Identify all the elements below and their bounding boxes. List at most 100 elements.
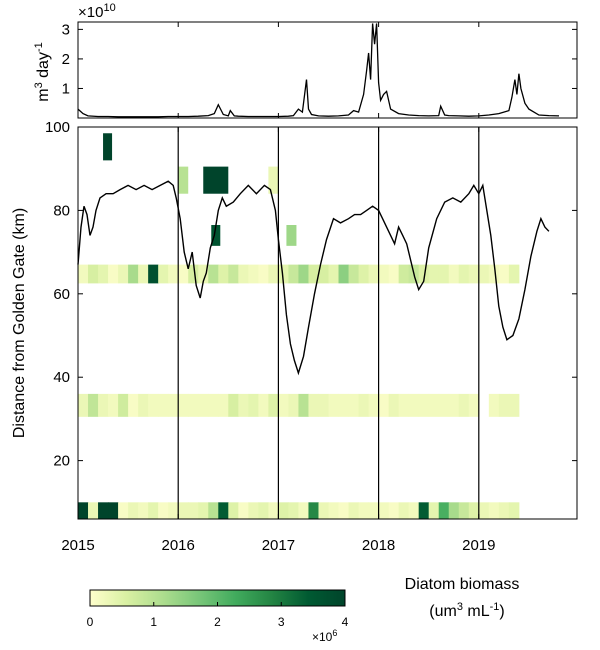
heatmap-cell	[498, 264, 510, 284]
heatmap-cell	[298, 264, 309, 284]
heatmap-cell	[188, 264, 199, 284]
heatmap-cell	[98, 393, 109, 417]
heatmap-cell	[458, 502, 470, 519]
heatmap-cell	[238, 502, 249, 519]
heatmap-cell	[178, 393, 189, 417]
heatmap-cell	[288, 502, 299, 519]
heatmap-cell	[388, 502, 400, 519]
heatmap-cell	[438, 264, 450, 284]
heatmap-cell	[138, 393, 149, 417]
heatmap-cell	[118, 393, 129, 417]
colorbar-tick-label: 2	[214, 615, 221, 629]
heatmap-patch	[178, 166, 189, 194]
main-y-tick-label: 60	[53, 286, 70, 303]
heatmap-patch	[268, 166, 279, 194]
main-x-tick-label: 2018	[362, 537, 395, 554]
heatmap-cell	[228, 393, 239, 417]
heatmap-cell	[228, 502, 239, 519]
heatmap-cell	[418, 393, 430, 417]
heatmap-patch	[286, 225, 297, 246]
colorbar-tick-label: 0	[87, 615, 94, 629]
heatmap-cell	[118, 502, 129, 519]
heatmap-cell	[128, 502, 139, 519]
colorbar-tick-label: 4	[342, 615, 349, 629]
heatmap-cell	[148, 393, 159, 417]
heatmap-cell	[448, 393, 460, 417]
heatmap-cell	[228, 264, 239, 284]
top-y-multiplier: ×1010	[78, 2, 116, 21]
top-series-line	[77, 23, 560, 118]
heatmap-cell	[408, 502, 420, 519]
heatmap-cell	[108, 502, 119, 519]
heatmap-cell	[448, 264, 460, 284]
heatmap-cell	[388, 264, 400, 284]
top-y-tick-label: 3	[62, 21, 70, 38]
heatmap-cell	[398, 393, 410, 417]
heatmap-cell	[398, 264, 410, 284]
heatmap-cells	[78, 133, 520, 519]
heatmap-cell	[238, 264, 249, 284]
heatmap-cell	[368, 393, 380, 417]
colorbar-ticks: 0 1 2 3 4	[87, 602, 349, 629]
main-y-tick-label: 40	[53, 369, 70, 386]
colorbar: 0 1 2 3 4 ×106 Diatom biomass (um3 mL-1)	[87, 576, 520, 644]
heatmap-cell	[358, 502, 370, 519]
heatmap-cell	[318, 502, 330, 519]
main-plot-border	[77, 126, 578, 520]
main-plot-frame	[78, 127, 577, 519]
heatmap-cell	[128, 264, 139, 284]
heatmap-cell	[318, 264, 330, 284]
heatmap-cell	[468, 264, 480, 284]
heatmap-cell	[298, 502, 309, 519]
heatmap-cell	[138, 264, 149, 284]
heatmap-cell	[508, 502, 520, 519]
heatmap-cell	[378, 264, 390, 284]
heatmap-cell	[278, 502, 289, 519]
heatmap-cell	[498, 502, 510, 519]
heatmap-cell	[178, 264, 189, 284]
heatmap-cell	[98, 502, 109, 519]
main-x-tick-label: 2019	[462, 537, 495, 554]
heatmap-cell	[478, 502, 490, 519]
heatmap-cell	[198, 502, 209, 519]
heatmap-cell	[308, 393, 319, 417]
top-y-ticks: 1 2 3	[62, 21, 577, 118]
heatmap-cell	[168, 502, 179, 519]
heatmap-cell	[328, 502, 340, 519]
heatmap-cell	[218, 502, 229, 519]
heatmap-cell	[248, 393, 259, 417]
colorbar-title-line2: (um3 mL-1)	[429, 601, 504, 620]
heatmap-cell	[408, 393, 420, 417]
heatmap-cell	[488, 264, 500, 284]
top-y-tick-label: 1	[62, 80, 70, 97]
heatmap-cell	[488, 502, 500, 519]
main-x-ticks: 2015 2016 2017 2018 2019	[61, 127, 495, 554]
heatmap-cell	[348, 502, 360, 519]
main-x-tick-label: 2015	[61, 537, 94, 554]
heatmap-cell	[208, 393, 219, 417]
heatmap-cell	[338, 264, 350, 284]
colorbar-tick-label: 3	[278, 615, 285, 629]
heatmap-cell	[88, 264, 99, 284]
heatmap-cell	[278, 393, 289, 417]
heatmap-cell	[108, 264, 119, 284]
heatmap-cell	[508, 393, 520, 417]
heatmap-patch	[103, 133, 113, 161]
heatmap-cell	[468, 502, 480, 519]
heatmap-cell	[428, 502, 440, 519]
heatmap-cell	[188, 502, 199, 519]
heatmap-cell	[128, 393, 139, 417]
heatmap-cell	[318, 393, 330, 417]
heatmap-cell	[428, 264, 440, 284]
heatmap-cell	[248, 502, 259, 519]
heatmap-cell	[268, 502, 279, 519]
heatmap-cell	[148, 502, 159, 519]
heatmap-cell	[188, 393, 199, 417]
heatmap-cell	[458, 393, 470, 417]
heatmap-cell	[258, 502, 269, 519]
heatmap-cell	[158, 393, 169, 417]
main-panel: 20 40 60 80 100 2015 2016 2017 2018 2019 Distanc…	[11, 119, 578, 554]
heatmap-cell	[348, 264, 360, 284]
main-y-axis-title: Distance from Golden Gate (km)	[11, 208, 28, 438]
